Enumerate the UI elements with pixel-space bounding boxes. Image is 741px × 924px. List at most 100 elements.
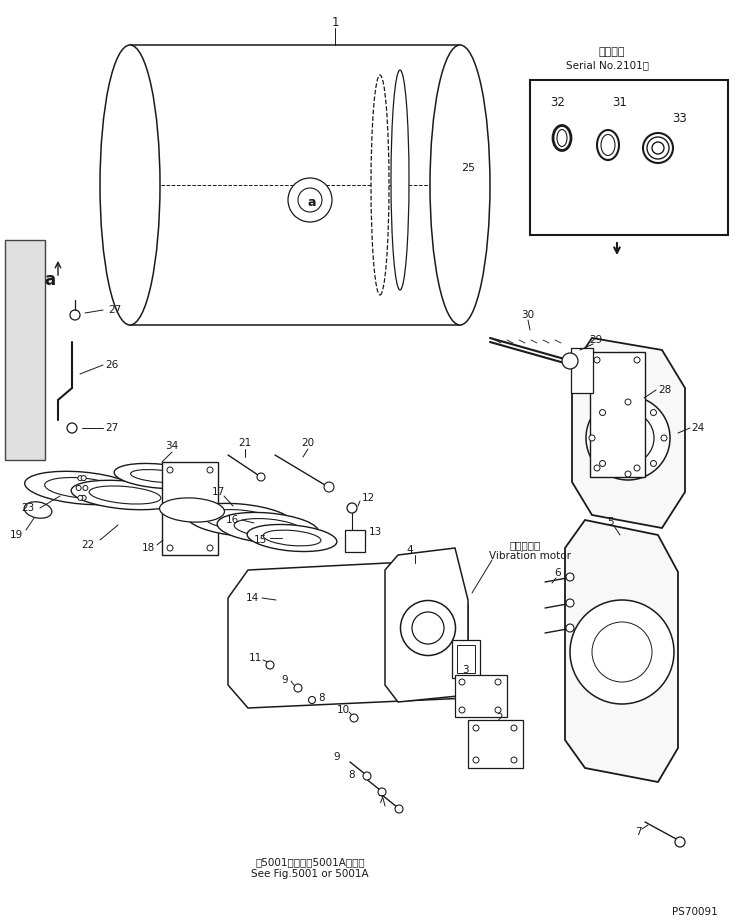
Circle shape — [511, 757, 517, 763]
Text: 6: 6 — [555, 568, 562, 578]
Circle shape — [473, 725, 479, 731]
Text: 28: 28 — [658, 385, 671, 395]
Text: 12: 12 — [362, 493, 375, 503]
Circle shape — [566, 599, 574, 607]
Circle shape — [324, 482, 334, 492]
Circle shape — [592, 622, 652, 682]
Circle shape — [661, 435, 667, 441]
Text: 13: 13 — [368, 527, 382, 537]
Circle shape — [675, 837, 685, 847]
Text: 起振モータ: 起振モータ — [509, 540, 541, 550]
Text: 19: 19 — [10, 530, 23, 540]
Ellipse shape — [130, 469, 185, 482]
Circle shape — [570, 600, 674, 704]
Polygon shape — [565, 520, 678, 782]
Polygon shape — [162, 462, 218, 555]
Circle shape — [562, 353, 578, 369]
Text: 18: 18 — [142, 543, 155, 553]
Bar — [571, 348, 593, 393]
Text: 適用号機: 適用号機 — [599, 47, 625, 57]
Circle shape — [207, 545, 213, 551]
Circle shape — [83, 485, 88, 491]
Text: 29: 29 — [589, 335, 602, 345]
Ellipse shape — [601, 135, 615, 155]
Text: 16: 16 — [225, 515, 239, 525]
Bar — [590, 352, 645, 477]
Circle shape — [625, 471, 631, 477]
Bar — [457, 645, 475, 673]
Circle shape — [363, 772, 371, 780]
Ellipse shape — [24, 502, 52, 518]
Circle shape — [82, 476, 86, 480]
Circle shape — [651, 460, 657, 467]
Text: 26: 26 — [105, 360, 119, 370]
Circle shape — [594, 357, 600, 363]
Circle shape — [589, 435, 595, 441]
Text: 31: 31 — [613, 95, 628, 108]
Ellipse shape — [159, 498, 225, 522]
Circle shape — [495, 707, 501, 713]
Circle shape — [288, 178, 332, 222]
Text: a: a — [308, 196, 316, 209]
Text: 11: 11 — [248, 653, 262, 663]
Circle shape — [207, 467, 213, 473]
Text: 5: 5 — [607, 517, 614, 527]
Ellipse shape — [44, 478, 119, 498]
Text: 1: 1 — [331, 16, 339, 29]
Ellipse shape — [647, 137, 669, 159]
Ellipse shape — [24, 471, 139, 505]
Circle shape — [78, 495, 83, 501]
Circle shape — [566, 573, 574, 581]
Text: 34: 34 — [165, 441, 179, 451]
Polygon shape — [572, 338, 685, 528]
Circle shape — [395, 805, 403, 813]
Text: 7: 7 — [635, 827, 641, 837]
Ellipse shape — [597, 130, 619, 160]
Circle shape — [634, 465, 640, 471]
Ellipse shape — [430, 45, 490, 325]
Circle shape — [511, 725, 517, 731]
Text: 21: 21 — [239, 438, 252, 448]
Text: PS70091: PS70091 — [672, 907, 718, 917]
Circle shape — [495, 679, 501, 685]
Circle shape — [70, 310, 80, 320]
Circle shape — [586, 396, 670, 480]
Bar — [468, 720, 523, 768]
Circle shape — [594, 465, 600, 471]
Bar — [345, 530, 365, 552]
Bar — [530, 80, 728, 235]
Ellipse shape — [391, 70, 409, 290]
Text: 8: 8 — [319, 693, 325, 703]
Ellipse shape — [371, 75, 389, 295]
Circle shape — [257, 473, 265, 481]
Ellipse shape — [71, 480, 179, 510]
Ellipse shape — [204, 509, 276, 530]
Circle shape — [599, 409, 605, 416]
Ellipse shape — [114, 464, 202, 489]
Text: 15: 15 — [253, 535, 267, 545]
Polygon shape — [228, 560, 468, 708]
Text: 23: 23 — [21, 503, 35, 513]
Ellipse shape — [234, 518, 302, 538]
Circle shape — [308, 697, 316, 703]
Ellipse shape — [557, 129, 567, 147]
Text: 2: 2 — [496, 713, 503, 723]
Text: 24: 24 — [691, 423, 705, 433]
Text: 第5001図または5001A図参照: 第5001図または5001A図参照 — [255, 857, 365, 867]
Text: 32: 32 — [551, 95, 565, 108]
Circle shape — [459, 707, 465, 713]
Ellipse shape — [412, 612, 444, 644]
Circle shape — [651, 409, 657, 416]
Bar — [452, 640, 480, 678]
Text: 30: 30 — [522, 310, 534, 320]
Ellipse shape — [553, 126, 571, 151]
Text: 9: 9 — [282, 675, 288, 685]
Circle shape — [634, 357, 640, 363]
Ellipse shape — [263, 530, 321, 546]
Circle shape — [167, 467, 173, 473]
Text: 33: 33 — [673, 112, 688, 125]
Text: 3: 3 — [462, 665, 468, 675]
Circle shape — [294, 684, 302, 692]
Text: 8: 8 — [349, 770, 356, 780]
Text: Serial No.2101～: Serial No.2101～ — [567, 60, 650, 70]
